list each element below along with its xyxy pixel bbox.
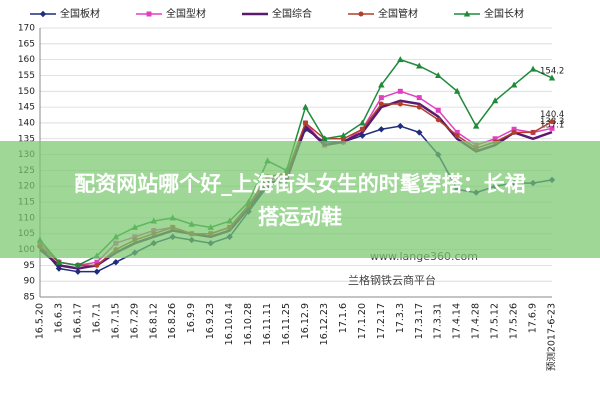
point bbox=[55, 258, 63, 265]
x-tick-label: 16.7.15 bbox=[110, 303, 121, 339]
x-tick-label: 16.10.28 bbox=[243, 303, 254, 345]
point bbox=[416, 129, 423, 136]
y-tick-label: 145 bbox=[18, 103, 35, 113]
point bbox=[510, 81, 518, 88]
point bbox=[378, 95, 384, 101]
source: 兰格钢铁云商平台 bbox=[348, 273, 436, 287]
point bbox=[453, 87, 461, 94]
point bbox=[454, 129, 460, 135]
point bbox=[359, 126, 365, 132]
y-tick-label: 150 bbox=[18, 87, 35, 97]
point bbox=[55, 265, 63, 272]
point bbox=[511, 129, 517, 135]
legend-label: 全国管材 bbox=[378, 7, 418, 20]
x-tick-label: 17.3.17 bbox=[414, 303, 425, 339]
y-tick-label: 165 bbox=[18, 39, 35, 49]
legend-label: 全国型材 bbox=[166, 7, 206, 20]
data-label: 137.1 bbox=[540, 121, 564, 131]
x-tick-label: 16.5.20 bbox=[35, 303, 46, 339]
point bbox=[146, 11, 152, 17]
point bbox=[435, 71, 442, 78]
x-tick-label: 17.3.31 bbox=[433, 303, 444, 339]
point bbox=[454, 133, 460, 139]
point bbox=[378, 126, 385, 133]
point bbox=[94, 259, 100, 265]
y-tick-label: 85 bbox=[24, 293, 35, 303]
y-tick-label: 95 bbox=[24, 261, 35, 271]
point bbox=[94, 262, 100, 268]
x-tick-label: 16.7.1 bbox=[91, 303, 102, 333]
point bbox=[416, 62, 423, 69]
x-tick-label: 16.10.14 bbox=[224, 303, 235, 345]
point bbox=[492, 136, 498, 142]
point bbox=[39, 10, 47, 18]
y-tick-label: 90 bbox=[24, 277, 36, 287]
y-tick-label: 160 bbox=[18, 55, 35, 65]
point bbox=[416, 104, 422, 110]
point bbox=[302, 120, 308, 126]
point bbox=[378, 81, 385, 88]
x-tick-label: 16.11.11 bbox=[262, 303, 273, 345]
overlay-text: 配资网站哪个好_上海街头女生的时髦穿搭：长裙 bbox=[74, 172, 526, 196]
legend-label: 全国长材 bbox=[484, 7, 524, 20]
x-tick-label: 16.9.23 bbox=[205, 303, 216, 339]
data-label: 154.2 bbox=[540, 67, 564, 77]
point bbox=[93, 268, 101, 275]
x-tick-label: 16.8.26 bbox=[167, 303, 178, 339]
point bbox=[435, 117, 441, 123]
y-tick-label: 170 bbox=[18, 24, 35, 34]
x-tick-label: 17.3.3 bbox=[395, 303, 406, 333]
x-tick-label: 16.12.9 bbox=[300, 303, 311, 339]
point bbox=[416, 95, 422, 101]
point bbox=[529, 65, 537, 72]
x-tick-label: 16.7.29 bbox=[129, 303, 140, 339]
point bbox=[359, 119, 366, 126]
x-tick-label: 17.4.28 bbox=[471, 303, 482, 339]
y-tick-label: 155 bbox=[18, 71, 35, 81]
point bbox=[491, 97, 499, 104]
point bbox=[74, 261, 82, 268]
legend-label: 全国综合 bbox=[272, 7, 312, 20]
x-tick-label: 17.2.17 bbox=[376, 303, 387, 339]
data-label: 140.4 bbox=[540, 110, 564, 120]
point bbox=[397, 101, 403, 107]
point bbox=[112, 258, 120, 266]
point bbox=[74, 268, 82, 275]
x-tick-label: 16.12.23 bbox=[319, 303, 330, 345]
x-tick-label: 16.11.25 bbox=[281, 303, 292, 345]
x-tick-label: 17.1.20 bbox=[357, 303, 368, 339]
point bbox=[530, 129, 536, 135]
legend-label: 全国板材 bbox=[60, 7, 100, 20]
point bbox=[435, 107, 441, 113]
x-tick-label: 17.5.26 bbox=[509, 303, 520, 339]
point bbox=[549, 119, 555, 125]
point bbox=[511, 126, 517, 132]
x-tick-label: 预测2017-6-23 bbox=[547, 303, 558, 371]
point bbox=[549, 125, 555, 131]
x-tick-label: 17.1.6 bbox=[338, 303, 349, 333]
point bbox=[463, 10, 471, 17]
x-tick-label: 16.6.3 bbox=[53, 303, 64, 333]
point bbox=[358, 11, 364, 17]
point bbox=[397, 122, 404, 130]
point bbox=[548, 74, 556, 81]
y-tick-label: 140 bbox=[18, 118, 35, 128]
point bbox=[397, 56, 404, 63]
point bbox=[302, 103, 309, 110]
point bbox=[378, 101, 384, 107]
x-tick-label: 17.6.9 bbox=[528, 303, 539, 333]
overlay-band bbox=[0, 141, 600, 258]
point bbox=[340, 132, 347, 139]
x-tick-label: 16.8.12 bbox=[148, 303, 159, 339]
y-tick-label: 135 bbox=[18, 134, 35, 144]
x-tick-label: 17.5.12 bbox=[490, 303, 501, 339]
x-tick-label: 16.9.9 bbox=[186, 303, 197, 333]
point bbox=[321, 135, 328, 142]
overlay-text: 搭运动鞋 bbox=[258, 205, 342, 229]
point bbox=[397, 88, 403, 94]
point bbox=[472, 122, 480, 129]
x-tick-label: 16.6.17 bbox=[72, 303, 83, 339]
x-tick-label: 17.4.14 bbox=[452, 303, 463, 339]
